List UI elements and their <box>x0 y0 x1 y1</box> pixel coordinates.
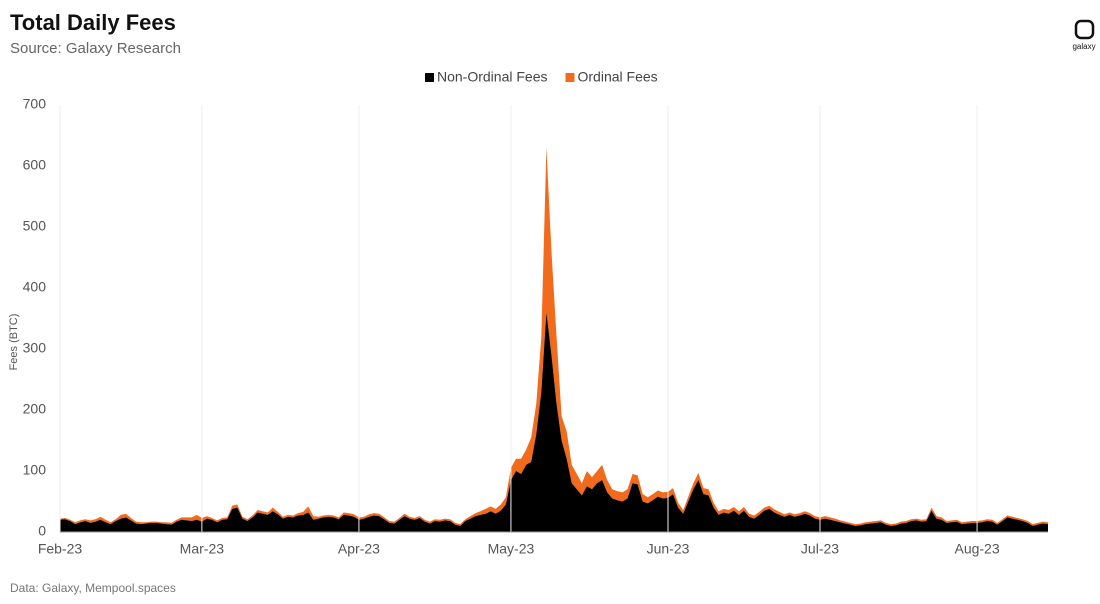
y-tick-label: 700 <box>23 96 47 112</box>
legend-swatch <box>565 73 575 82</box>
logo-icon <box>1074 19 1095 40</box>
x-tick-label: Apr-23 <box>338 541 380 557</box>
x-tick-label: May-23 <box>488 541 535 557</box>
legend-label: Ordinal Fees <box>578 69 658 85</box>
x-tick-label: Jul-23 <box>801 541 839 557</box>
logo-text: galaxy <box>1072 42 1095 51</box>
x-tick-label: Feb-23 <box>38 541 83 557</box>
chart-subtitle: Source: Galaxy Research <box>10 40 181 57</box>
legend: Non-Ordinal Fees Ordinal Fees <box>425 69 658 85</box>
y-tick-label: 400 <box>23 279 47 295</box>
x-tick-label: Jun-23 <box>647 541 690 557</box>
y-tick-label: 100 <box>23 462 47 478</box>
legend-swatch <box>425 73 434 82</box>
area <box>60 312 1048 532</box>
x-tick-label: Mar-23 <box>180 541 225 557</box>
legend-label: Non-Ordinal Fees <box>437 69 548 85</box>
y-tick-label: 600 <box>23 157 47 173</box>
y-tick-label: 500 <box>23 218 47 234</box>
y-tick-label: 0 <box>38 523 46 539</box>
y-axis-label: Fees (BTC) <box>8 314 20 371</box>
footnote: Data: Galaxy, Mempool.spaces <box>10 581 176 595</box>
y-tick-label: 200 <box>23 401 47 417</box>
x-tick-label: Aug-23 <box>954 541 999 557</box>
area <box>60 147 1048 526</box>
y-tick-label: 300 <box>23 340 47 356</box>
chart-title: Total Daily Fees <box>10 10 176 35</box>
